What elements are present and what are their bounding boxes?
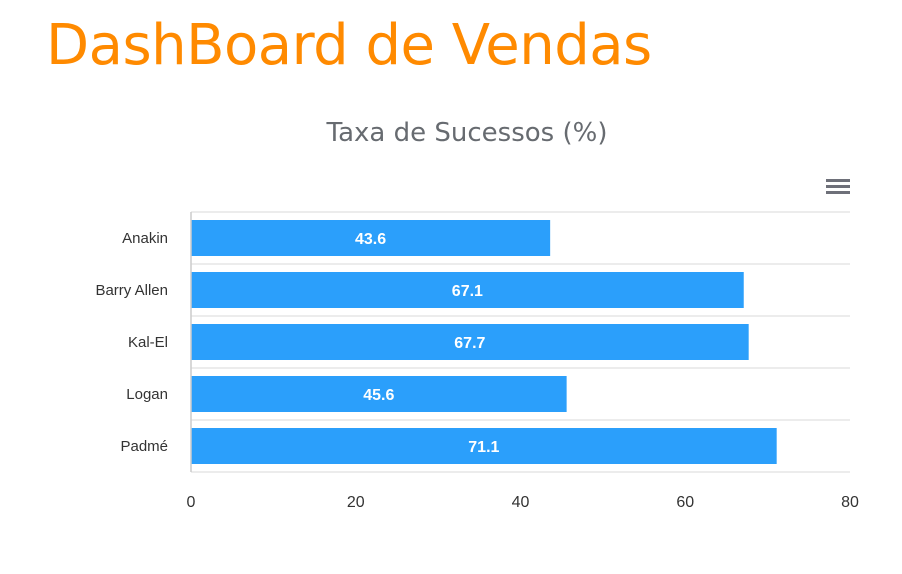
grid-lines: [191, 211, 850, 473]
category-label: Padmé: [120, 438, 168, 455]
x-tick-label: 20: [347, 494, 365, 511]
chart-title: Taxa de Sucessos (%): [326, 118, 608, 148]
axes: Anakin Barry Allen Kal-El Logan Padmé 0 20 40 60…: [95, 212, 859, 511]
category-label: Logan: [126, 386, 168, 403]
bars: 43.6 67.1 67.7 45.6 71.1: [191, 220, 777, 464]
data-label: 67.1: [452, 283, 483, 300]
category-label: Barry Allen: [95, 282, 168, 299]
page-title: DashBoard de Vendas: [46, 13, 652, 78]
x-tick-label: 80: [841, 494, 859, 511]
category-label: Kal-El: [128, 334, 168, 351]
data-label: 67.7: [454, 335, 485, 352]
category-label: Anakin: [122, 230, 168, 247]
bar[interactable]: [191, 428, 777, 464]
data-label: 43.6: [355, 231, 386, 248]
data-label: 71.1: [468, 439, 499, 456]
x-tick-label: 60: [676, 494, 694, 511]
bar[interactable]: [191, 272, 744, 308]
bar[interactable]: [191, 376, 567, 412]
hamburger-menu-icon[interactable]: [824, 176, 852, 198]
bar[interactable]: [191, 220, 551, 256]
data-label: 45.6: [363, 387, 394, 404]
bar[interactable]: [191, 324, 749, 360]
x-tick-label: 40: [512, 494, 530, 511]
x-tick-label: 0: [187, 494, 196, 511]
